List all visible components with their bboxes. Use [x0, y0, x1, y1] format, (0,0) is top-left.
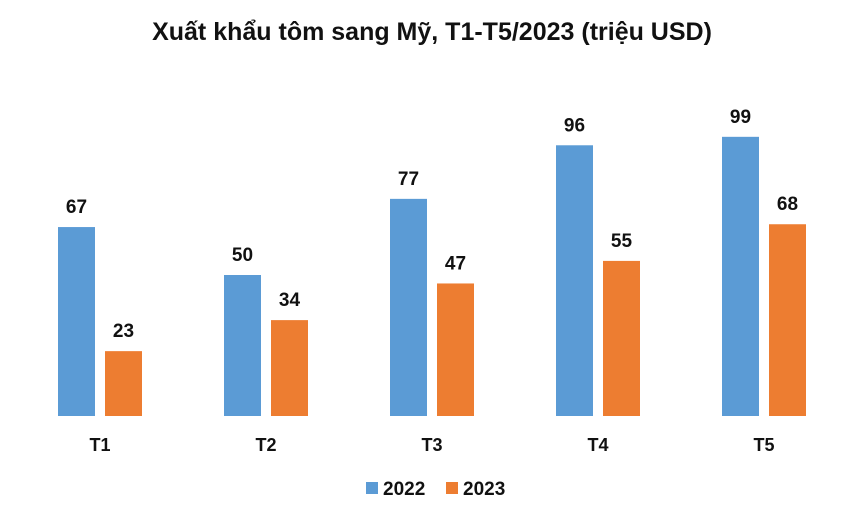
data-label-t4-2022: 96 — [564, 115, 585, 136]
bar-t4-2022 — [556, 145, 593, 416]
legend-swatch-2022 — [366, 482, 378, 494]
data-label-t4-2023: 55 — [611, 231, 633, 252]
bar-t1-2023 — [105, 351, 142, 416]
tick-label-t5: T5 — [753, 435, 774, 455]
legend-label-2023: 2023 — [463, 479, 505, 500]
data-label-t5-2023: 68 — [777, 194, 798, 215]
legend: 2022 2023 — [366, 479, 505, 500]
chart-title: Xuất khẩu tôm sang Mỹ, T1-T5/2023 (triệu… — [152, 18, 712, 46]
data-label-t5-2022: 99 — [730, 107, 751, 128]
bar-t1-2022 — [58, 227, 95, 416]
tick-label-t3: T3 — [421, 435, 442, 455]
bar-t3-2023 — [437, 283, 474, 416]
tick-label-t4: T4 — [587, 435, 608, 455]
x-axis-tick-labels: T1 T2 T3 T4 T5 — [89, 435, 774, 455]
data-label-t3-2023: 47 — [445, 253, 466, 274]
bar-t3-2022 — [390, 198, 427, 416]
tick-label-t1: T1 — [89, 435, 110, 455]
bars-group — [58, 136, 806, 416]
bar-t5-2023 — [769, 224, 806, 416]
data-label-t1-2023: 23 — [113, 321, 134, 342]
tick-label-t2: T2 — [255, 435, 276, 455]
data-label-t2-2023: 34 — [279, 290, 301, 311]
data-label-t1-2022: 67 — [66, 197, 87, 218]
data-labels-group: 67 23 50 34 77 47 96 55 99 68 — [66, 107, 798, 342]
legend-label-2022: 2022 — [383, 479, 425, 500]
bar-t5-2022 — [722, 136, 759, 416]
data-label-t2-2022: 50 — [232, 245, 253, 266]
bar-t2-2022 — [224, 275, 261, 416]
data-label-t3-2022: 77 — [398, 169, 419, 190]
legend-swatch-2023 — [446, 482, 458, 494]
bar-t2-2023 — [271, 320, 308, 416]
bar-t4-2023 — [603, 260, 640, 416]
